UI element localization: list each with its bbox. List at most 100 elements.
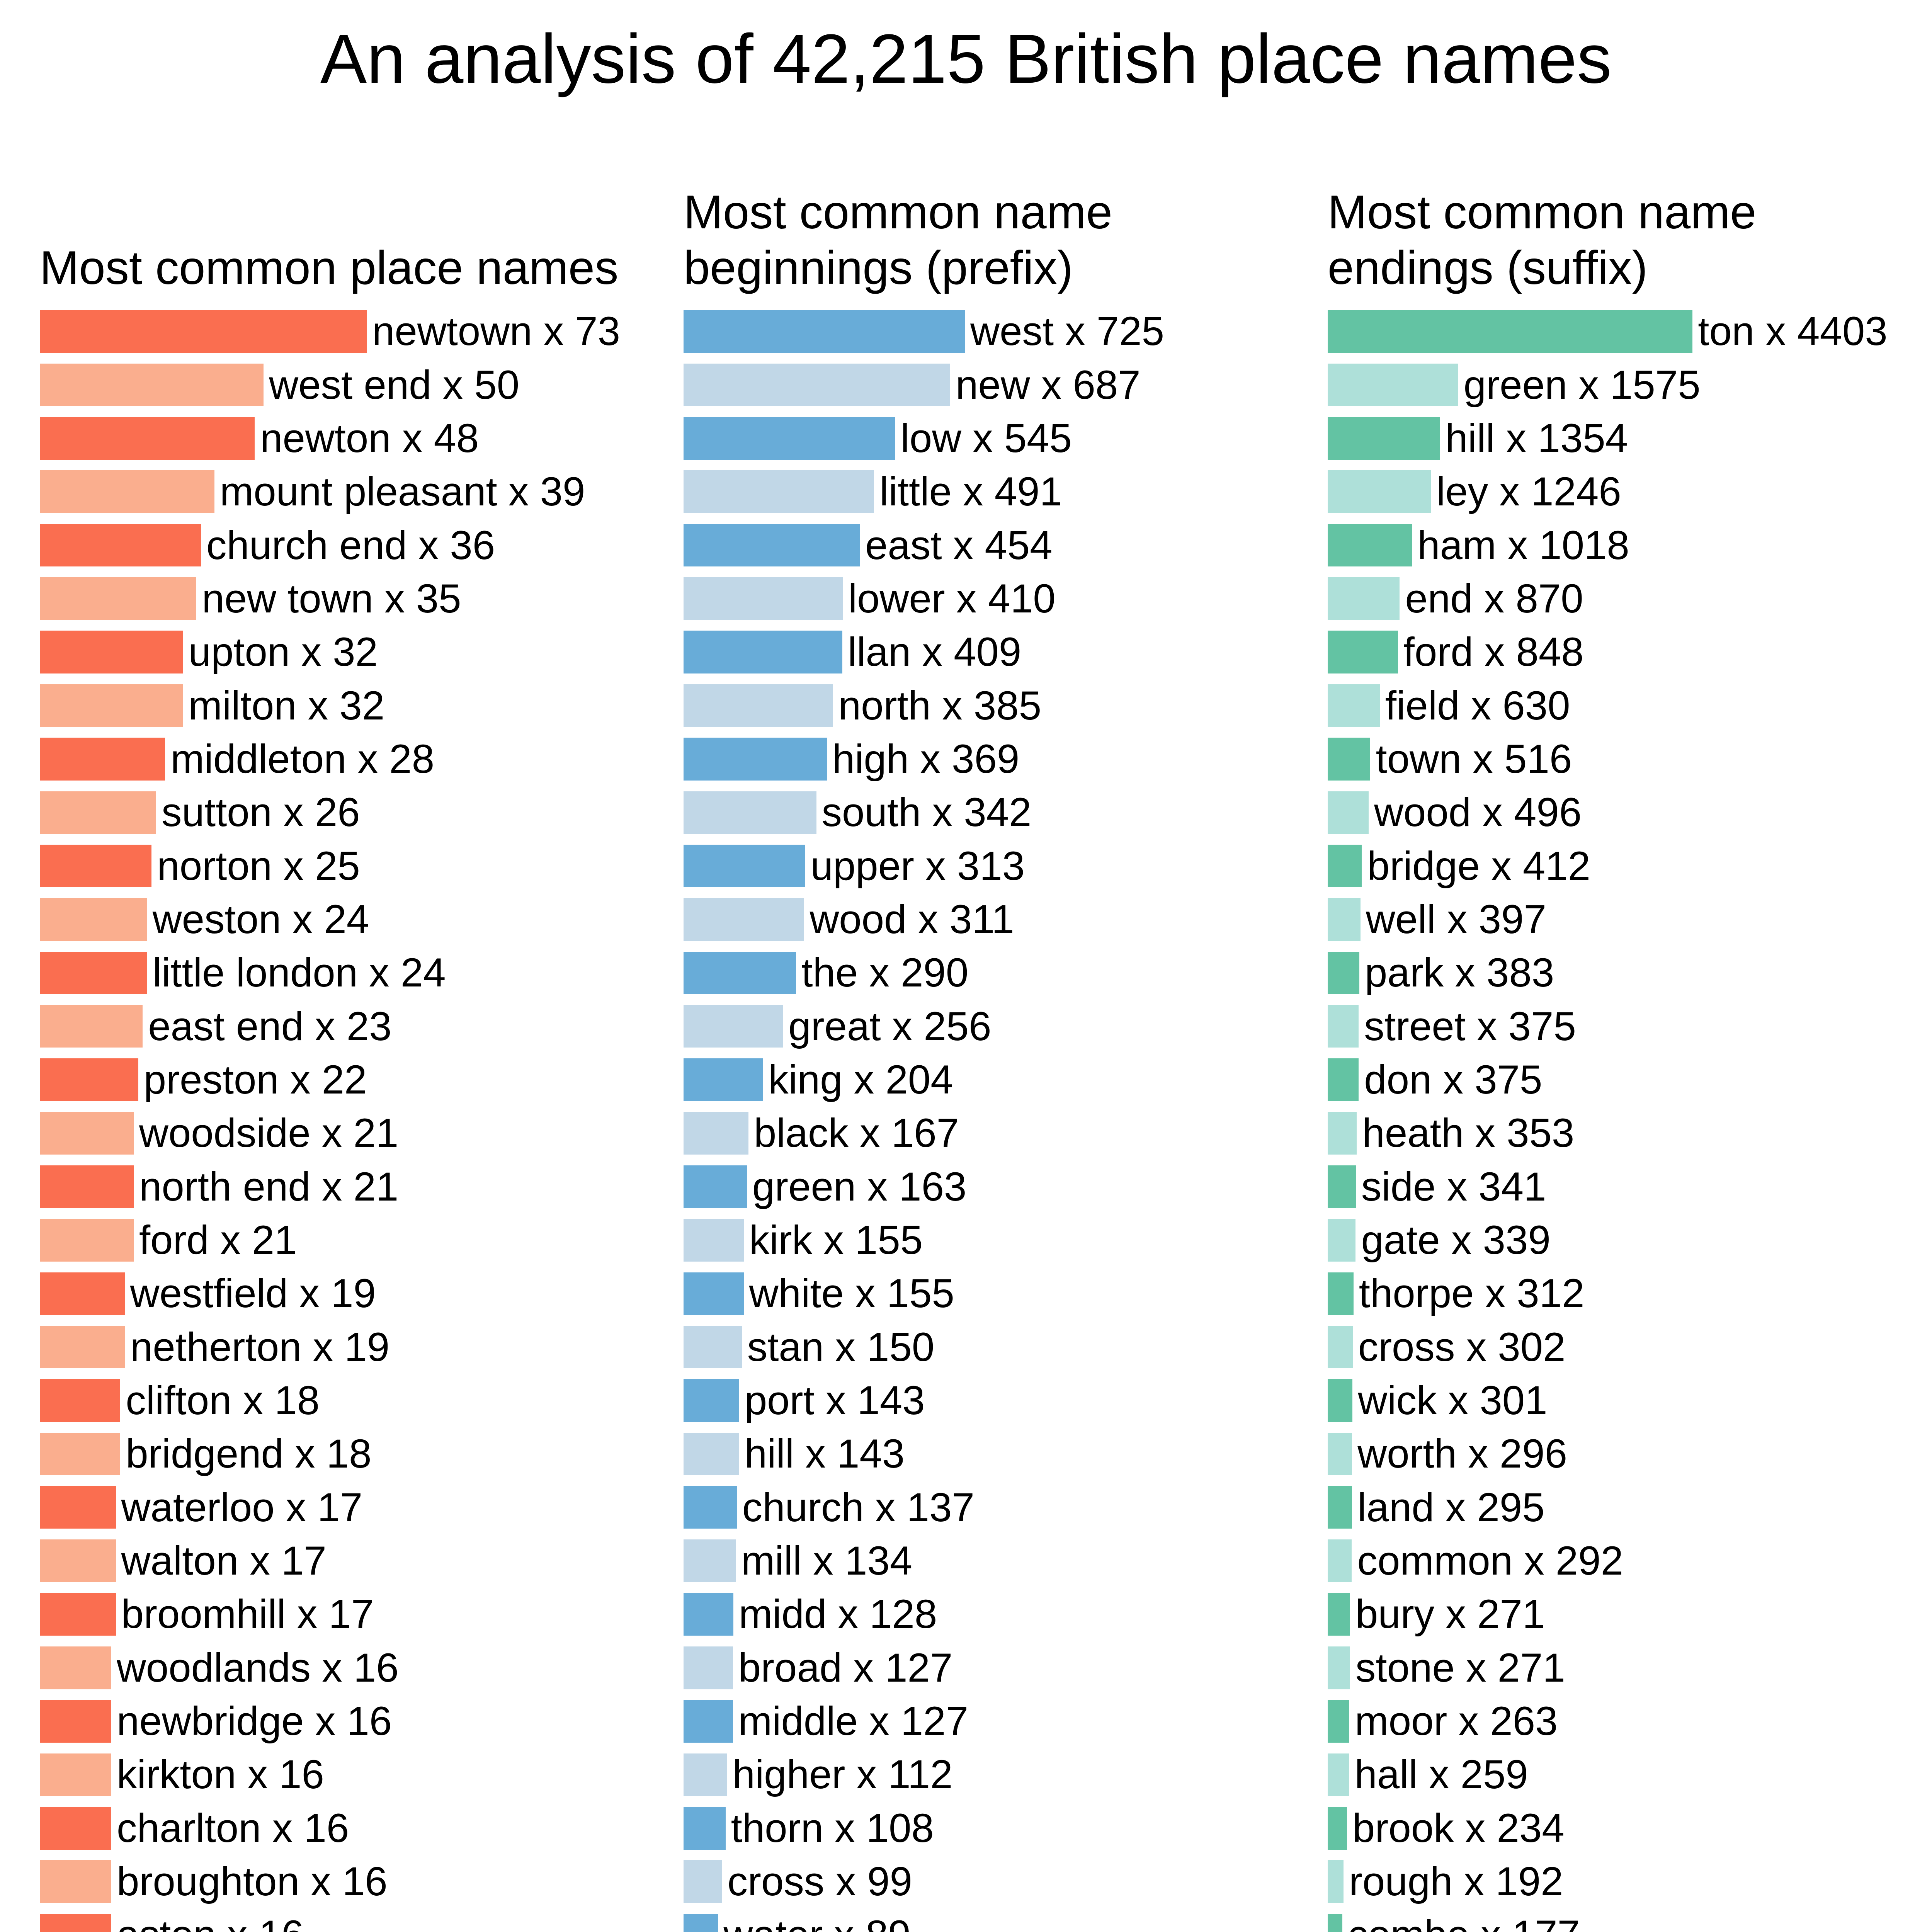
bar-label: east end x 23 (148, 1003, 392, 1049)
bar-row: bury x 271 (1327, 1588, 1932, 1641)
bar (684, 363, 950, 406)
bar (39, 1646, 112, 1689)
column-header-line: endings (suffix) (1327, 241, 1648, 294)
bar-row: aston x 16 (39, 1908, 644, 1932)
bar-label: the x 290 (801, 950, 969, 996)
bar-row: king x 204 (684, 1053, 1288, 1106)
bar-row: north x 385 (684, 679, 1288, 732)
bar (39, 470, 214, 513)
bar-row: rough x 192 (1327, 1855, 1932, 1908)
bar (684, 1700, 733, 1743)
bar-label: high x 369 (832, 736, 1020, 782)
bar-row: upton x 32 (39, 626, 644, 679)
bar-label: aston x 16 (117, 1915, 304, 1932)
bar-label: common x 292 (1357, 1538, 1624, 1584)
bar (684, 1325, 742, 1369)
bar-list-prefixes: west x 725 new x 687 low x 545 little x 491… (684, 305, 1288, 1932)
bar-label: newbridge x 16 (117, 1699, 392, 1744)
bar-label: gate x 339 (1361, 1218, 1551, 1263)
bar-label: north x 385 (838, 683, 1042, 728)
bar-row: cross x 99 (684, 1855, 1288, 1908)
bar-row: broad x 127 (684, 1641, 1288, 1694)
bar (684, 1219, 744, 1262)
bar (1327, 1379, 1353, 1422)
bar-label: rough x 192 (1349, 1859, 1563, 1905)
bar-row: new town x 35 (39, 572, 644, 625)
bar (684, 1058, 763, 1101)
bar-row: worth x 296 (1327, 1427, 1932, 1481)
bar-row: well x 397 (1327, 893, 1932, 946)
bar-row: milton x 32 (39, 679, 644, 732)
bar-row: black x 167 (684, 1107, 1288, 1160)
bar-row: sutton x 26 (39, 786, 644, 839)
bar-row: gate x 339 (1327, 1213, 1932, 1267)
bar (39, 363, 264, 406)
bar-row: east end x 23 (39, 1000, 644, 1053)
bar-label: ford x 21 (139, 1218, 297, 1263)
bar (1327, 310, 1693, 353)
bar (39, 1432, 121, 1476)
bar-label: thorn x 108 (731, 1805, 934, 1851)
bar (684, 524, 860, 567)
bar-row: church x 137 (684, 1481, 1288, 1534)
bar (684, 1539, 736, 1582)
bar (1327, 1325, 1353, 1369)
bar-row: westfield x 19 (39, 1267, 644, 1320)
bar-label: field x 630 (1385, 683, 1570, 728)
bar (684, 1272, 744, 1315)
bar-label: low x 545 (900, 415, 1072, 461)
bar (39, 310, 367, 353)
bar-label: hill x 1354 (1445, 415, 1628, 461)
bar-row: stone x 271 (1327, 1641, 1932, 1694)
bar-row: weston x 24 (39, 893, 644, 946)
bar (684, 1913, 718, 1932)
bar-row: newton x 48 (39, 412, 644, 465)
bar (1327, 1486, 1352, 1529)
bar (1327, 1753, 1349, 1796)
bar-row: broomhill x 17 (39, 1588, 644, 1641)
bar-row: common x 292 (1327, 1534, 1932, 1587)
bar (39, 1486, 116, 1529)
bar-row: the x 290 (684, 946, 1288, 1000)
bar-row: bridge x 412 (1327, 839, 1932, 893)
bar-label: new town x 35 (202, 576, 461, 621)
bar (684, 1807, 726, 1850)
bar-label: cross x 302 (1358, 1324, 1566, 1370)
bar-row: don x 375 (1327, 1053, 1932, 1106)
bar (39, 898, 147, 941)
bar-row: wick x 301 (1327, 1374, 1932, 1427)
bar-label: upton x 32 (188, 629, 378, 675)
bar-label: town x 516 (1376, 736, 1572, 782)
bar (684, 738, 827, 781)
bar (684, 1379, 739, 1422)
bar (39, 1112, 134, 1155)
bar-row: preston x 22 (39, 1053, 644, 1106)
bar (684, 1165, 747, 1208)
bar-row: end x 870 (1327, 572, 1932, 625)
bar (684, 577, 843, 620)
bar-label: stone x 271 (1355, 1645, 1565, 1690)
bar (39, 1219, 134, 1262)
bar-row: high x 369 (684, 732, 1288, 786)
bar-row: green x 163 (684, 1160, 1288, 1213)
column-place-names-header: Most common place names (40, 101, 644, 305)
page-title: An analysis of 42,215 British place name… (320, 20, 1612, 98)
bar-row: water x 89 (684, 1908, 1288, 1932)
bar-row: lower x 410 (684, 572, 1288, 625)
bar-label: port x 143 (744, 1378, 925, 1423)
bar-label: upper x 313 (810, 843, 1025, 889)
bar-row: town x 516 (1327, 732, 1932, 786)
bar-label: west end x 50 (269, 362, 520, 408)
bar-row: low x 545 (684, 412, 1288, 465)
bar-label: ton x 4403 (1698, 309, 1888, 354)
bar-row: side x 341 (1327, 1160, 1932, 1213)
bar-row: kirkton x 16 (39, 1748, 644, 1801)
bar (684, 310, 965, 353)
bar (1327, 363, 1458, 406)
column-header-line: Most common name (684, 185, 1112, 238)
bar (1327, 1272, 1354, 1315)
bar (1327, 1860, 1344, 1903)
bar (39, 844, 152, 888)
bar (684, 470, 874, 513)
